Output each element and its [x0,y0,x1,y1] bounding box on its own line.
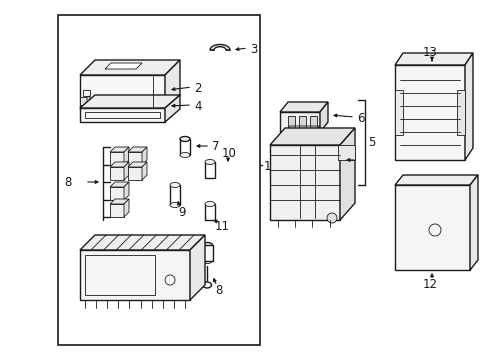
Polygon shape [209,45,229,50]
Polygon shape [128,167,142,180]
Polygon shape [124,199,129,217]
Text: 12: 12 [422,278,437,291]
Polygon shape [269,128,354,145]
Ellipse shape [180,153,190,158]
Ellipse shape [170,202,180,207]
Polygon shape [142,162,147,180]
Ellipse shape [204,159,215,165]
Text: 10: 10 [222,147,236,159]
Polygon shape [280,102,327,112]
Ellipse shape [204,202,215,207]
Bar [309,116,316,128]
Bar [180,139,190,155]
Polygon shape [110,147,129,152]
Polygon shape [394,185,469,270]
Polygon shape [464,53,472,160]
Ellipse shape [202,282,211,288]
Bar [456,90,464,135]
Text: 8: 8 [215,284,222,297]
Circle shape [326,213,336,223]
Polygon shape [80,97,87,105]
Polygon shape [80,75,164,110]
Polygon shape [142,147,147,165]
Bar [204,162,215,178]
Ellipse shape [201,258,212,264]
Bar [298,116,305,128]
Polygon shape [319,102,327,132]
Text: 7: 7 [212,140,219,153]
Ellipse shape [201,243,212,248]
Polygon shape [124,182,129,200]
Polygon shape [164,95,180,122]
Polygon shape [80,235,204,250]
Text: 13: 13 [422,45,437,59]
Polygon shape [124,147,129,165]
Ellipse shape [170,183,180,188]
Polygon shape [164,60,180,110]
Polygon shape [124,162,129,180]
Bar [287,116,294,128]
Text: 11: 11 [215,220,229,233]
Text: 1: 1 [264,159,271,172]
Polygon shape [128,152,142,165]
Polygon shape [394,53,472,65]
Polygon shape [80,108,164,122]
Polygon shape [110,162,129,167]
Polygon shape [190,235,204,300]
Polygon shape [285,132,314,138]
Polygon shape [337,145,354,160]
Polygon shape [110,152,124,165]
Polygon shape [110,204,124,217]
Text: 2: 2 [194,81,201,95]
Polygon shape [105,63,142,69]
Bar [58,15,260,345]
Text: 6: 6 [356,112,364,125]
Polygon shape [269,145,339,220]
Polygon shape [80,95,180,108]
Bar [394,90,402,135]
Polygon shape [469,175,477,270]
Bar [204,204,215,220]
Bar [85,255,155,295]
Text: 9: 9 [178,206,185,219]
Polygon shape [394,175,477,185]
Polygon shape [394,65,464,160]
Polygon shape [280,112,319,132]
Polygon shape [110,199,129,204]
Bar [170,185,180,205]
Bar [202,245,213,261]
Polygon shape [110,187,124,200]
Polygon shape [110,182,129,187]
Polygon shape [128,162,147,167]
Polygon shape [80,60,180,75]
Text: 8: 8 [64,176,72,189]
Ellipse shape [180,136,190,141]
Polygon shape [87,96,90,105]
Text: 3: 3 [249,42,257,55]
Text: 4: 4 [194,99,201,112]
Polygon shape [128,147,147,152]
Polygon shape [80,250,190,300]
Text: 5: 5 [367,135,375,149]
Polygon shape [339,128,354,220]
Polygon shape [110,167,124,180]
